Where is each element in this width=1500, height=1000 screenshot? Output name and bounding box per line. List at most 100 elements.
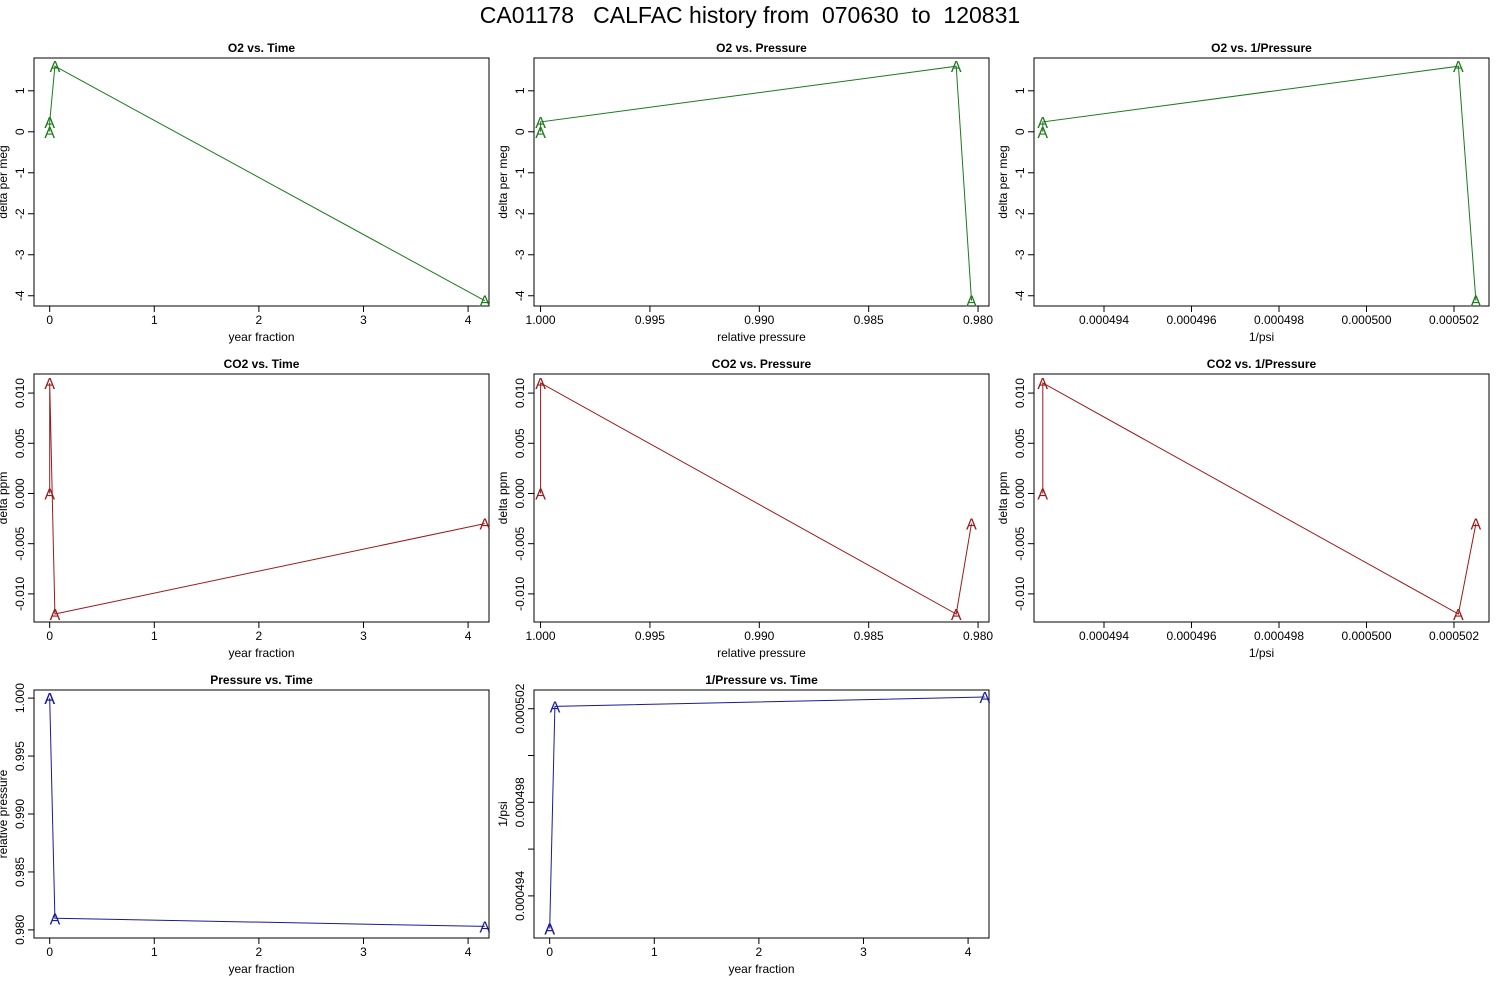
panel-7: Pressure vs. Time 0 1 2 3 4 1.000 0.995 0.990 0.9…: [0, 673, 490, 976]
x-axis-label: 1/psi: [1249, 330, 1274, 344]
y-tick-label: -0.005: [13, 526, 27, 560]
panel-4: CO2 vs. Time 0 1 2 3 4 0.010 0.005 0.000 -0.005 -0…: [0, 357, 490, 660]
y-tick-label: 0.000: [513, 478, 527, 508]
y-tick-label: -0.010: [1013, 577, 1027, 611]
x-tick-label: 0.000500: [1341, 629, 1391, 643]
y-axis-label: delta per meg: [996, 145, 1010, 218]
x-axis-label: year fraction: [228, 330, 294, 344]
y-tick-label: 0: [13, 128, 27, 135]
series-line: [1042, 65, 1477, 301]
y-axis-label: delta ppm: [996, 472, 1010, 525]
data-point-marker: A: [1037, 376, 1048, 393]
x-tick-label: 0.995: [635, 629, 665, 643]
x-tick-label: 0.990: [744, 313, 774, 327]
x-tick-label: 0.000494: [1079, 313, 1129, 327]
x-tick-label: 0: [46, 313, 53, 327]
x-tick-label: 0.980: [963, 313, 993, 327]
panel-8: 1/Pressure vs. Time 0 1 2 3 4 0.000494 0.000498…: [496, 673, 990, 976]
y-tick-label: -4: [513, 290, 527, 301]
x-tick-label: 3: [360, 313, 367, 327]
plot-frame: [1033, 57, 1490, 307]
y-tick-label: 0: [513, 128, 527, 135]
data-point-marker: A: [479, 919, 490, 936]
y-tick-label: 0.005: [513, 428, 527, 458]
series-line: [49, 65, 486, 302]
x-tick-label: 1: [151, 945, 158, 959]
y-tick-label: 0.980: [13, 915, 27, 945]
data-point-marker: A: [1471, 517, 1482, 534]
x-axis-label: relative pressure: [717, 646, 806, 660]
x-tick-label: 4: [465, 945, 472, 959]
y-tick-label: 0.010: [513, 378, 527, 408]
y-axis-label: relative pressure: [0, 769, 10, 858]
x-tick-label: 0.000496: [1166, 313, 1216, 327]
x-axis-label: year fraction: [728, 962, 794, 976]
plot-frame: [1033, 373, 1490, 623]
x-axis-label: 1/psi: [1249, 646, 1274, 660]
data-point-marker: A: [951, 59, 962, 76]
y-tick-label: 0.000: [13, 478, 27, 508]
panel-title: O2 vs. Time: [228, 41, 295, 55]
x-tick-label: 1: [651, 945, 658, 959]
data-point-marker: A: [1037, 486, 1048, 503]
data-point-marker: A: [1037, 115, 1048, 132]
data-point-marker: A: [44, 691, 55, 708]
x-tick-label: 1: [151, 629, 158, 643]
x-tick-label: 0.000494: [1079, 629, 1129, 643]
panel-3: O2 vs. 1/Pressure 0.000494 0.000496 0.00049…: [996, 41, 1490, 344]
data-point-marker: A: [1453, 59, 1464, 76]
y-tick-label: 0.995: [13, 741, 27, 771]
plot-frame: [33, 373, 490, 623]
x-tick-label: 4: [465, 313, 472, 327]
panel-title: O2 vs. Pressure: [716, 41, 807, 55]
plot-frame: [533, 57, 990, 307]
x-axis-label: year fraction: [228, 646, 294, 660]
y-tick-label: -2: [513, 208, 527, 219]
x-tick-label: 0.000498: [1254, 313, 1304, 327]
y-tick-label: 0.000498: [513, 777, 527, 827]
y-tick-label: -4: [13, 290, 27, 301]
data-point-marker: A: [979, 690, 990, 707]
panel-title: CO2 vs. Pressure: [712, 357, 812, 371]
data-point-marker: A: [44, 691, 55, 708]
x-tick-label: 0.995: [635, 313, 665, 327]
panel-5: CO2 vs. Pressure 1.000 0.995 0.990 0.985 0.98…: [496, 357, 993, 660]
y-tick-label: -3: [13, 249, 27, 260]
y-tick-label: -0.010: [13, 577, 27, 611]
y-tick-label: 1: [1013, 87, 1027, 94]
x-tick-label: 4: [965, 945, 972, 959]
y-tick-label: -2: [13, 208, 27, 219]
x-tick-label: 2: [256, 945, 263, 959]
y-tick-label: -0.005: [513, 526, 527, 560]
y-axis-label: delta per meg: [0, 145, 10, 218]
figure-title: CA01178 CALFAC history from 070630 to 12…: [479, 2, 1021, 28]
y-tick-label: -1: [13, 167, 27, 178]
x-tick-label: 3: [860, 945, 867, 959]
y-axis-label: delta per meg: [496, 145, 510, 218]
x-tick-label: 1.000: [526, 313, 556, 327]
data-point-marker: A: [50, 59, 61, 76]
panel-1: O2 vs. Time 0 1 2 3 4 1 0 -1 -2 -3 -4 year fraction d…: [0, 41, 490, 344]
x-tick-label: 1: [151, 313, 158, 327]
x-tick-label: 0: [46, 629, 53, 643]
data-point-marker: A: [951, 607, 962, 624]
x-axis-label: year fraction: [228, 962, 294, 976]
y-tick-label: 0.000: [1013, 478, 1027, 508]
data-point-marker: A: [544, 922, 555, 939]
panel-title: O2 vs. 1/Pressure: [1211, 41, 1312, 55]
x-tick-label: 0.000496: [1166, 629, 1216, 643]
y-axis-label: delta ppm: [496, 472, 510, 525]
y-tick-label: 0.005: [1013, 428, 1027, 458]
y-tick-label: -3: [1013, 249, 1027, 260]
x-tick-label: 1.000: [526, 629, 556, 643]
x-tick-label: 0: [546, 945, 553, 959]
data-point-marker: A: [535, 486, 546, 503]
data-point-marker: A: [966, 294, 977, 311]
y-tick-label: -3: [513, 249, 527, 260]
panel-6: CO2 vs. 1/Pressure 0.000494 0.000496 0.0004…: [996, 357, 1490, 660]
x-tick-label: 4: [465, 629, 472, 643]
data-point-marker: A: [1471, 294, 1482, 311]
panel-2: O2 vs. Pressure 1.000 0.995 0.990 0.985 0.980…: [496, 41, 993, 344]
plot-frame: [533, 373, 990, 623]
